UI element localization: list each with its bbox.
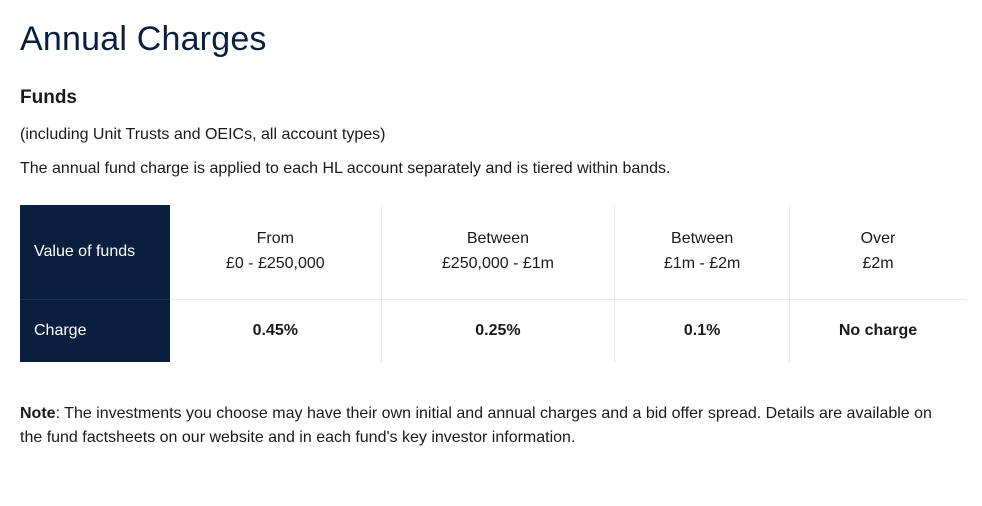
page-title: Annual Charges bbox=[20, 20, 962, 59]
charge-cell: No charge bbox=[790, 300, 966, 362]
band-prefix: Between bbox=[467, 230, 529, 247]
intro-text-2: The annual fund charge is applied to eac… bbox=[20, 157, 962, 181]
band-header: Between £1m - £2m bbox=[615, 205, 790, 300]
row-header-value: Value of funds bbox=[20, 205, 170, 300]
band-range: £1m - £2m bbox=[664, 255, 740, 272]
table-row: Value of funds From £0 - £250,000 Betwee… bbox=[20, 205, 966, 300]
band-prefix: Over bbox=[861, 230, 896, 247]
charges-table: Value of funds From £0 - £250,000 Betwee… bbox=[20, 205, 966, 362]
row-header-charge: Charge bbox=[20, 300, 170, 362]
band-range: £0 - £250,000 bbox=[226, 255, 325, 272]
note-paragraph: Note: The investments you choose may hav… bbox=[20, 402, 950, 452]
band-prefix: From bbox=[257, 230, 294, 247]
note-label: Note bbox=[20, 405, 56, 422]
funds-subheading: Funds bbox=[20, 87, 962, 109]
band-prefix: Between bbox=[671, 230, 733, 247]
note-body: : The investments you choose may have th… bbox=[20, 405, 932, 447]
charge-cell: 0.45% bbox=[170, 300, 382, 362]
intro-text-1: (including Unit Trusts and OEICs, all ac… bbox=[20, 123, 962, 147]
charge-cell: 0.1% bbox=[615, 300, 790, 362]
band-range: £2m bbox=[862, 255, 893, 272]
band-header: Over £2m bbox=[790, 205, 966, 300]
band-header: From £0 - £250,000 bbox=[170, 205, 382, 300]
table-row: Charge 0.45% 0.25% 0.1% No charge bbox=[20, 300, 966, 362]
band-header: Between £250,000 - £1m bbox=[382, 205, 616, 300]
charge-cell: 0.25% bbox=[382, 300, 616, 362]
band-range: £250,000 - £1m bbox=[442, 255, 554, 272]
